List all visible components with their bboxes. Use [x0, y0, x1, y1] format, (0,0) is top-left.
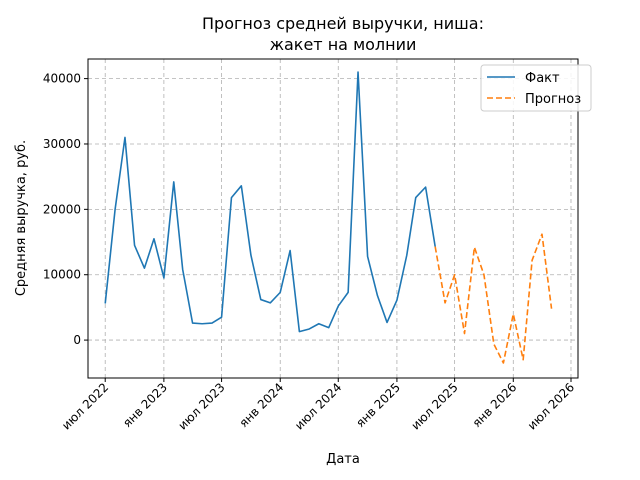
x-axis-label: Дата [326, 452, 360, 467]
chart-title-line1: Прогноз средней выручки, ниша: [202, 14, 484, 33]
x-axis: июл 2022 янв 2023 июл 2023 янв 2024 июл 2024… [59, 378, 577, 433]
x-tick-label: июл 2025 [408, 380, 460, 432]
series-line-fact [104, 71, 436, 333]
x-tick-label: янв 2023 [120, 380, 170, 430]
legend-label-fact: Факт [525, 71, 560, 86]
y-tick-label: 0 [73, 333, 81, 347]
legend: Факт Прогноз [480, 64, 592, 112]
plot-area-frame [87, 58, 579, 379]
y-tick-label: 40000 [43, 72, 81, 86]
y-tick-label: 30000 [43, 137, 81, 151]
chart-title-line2: жакет на молнии [270, 35, 417, 54]
x-tick-label: июл 2026 [525, 380, 577, 432]
x-tick-label: янв 2026 [470, 380, 520, 430]
x-tick-label: янв 2024 [237, 380, 287, 430]
x-tick-label: июл 2024 [292, 380, 344, 432]
y-tick-label: 10000 [43, 268, 81, 282]
y-axis: 0 10000 20000 30000 40000 [43, 72, 88, 347]
x-tick-label: июл 2023 [175, 380, 227, 432]
legend-label-forecast: Прогноз [525, 92, 581, 107]
series-line-forecast [434, 233, 553, 364]
y-axis-label: Средняя выручка, руб. [14, 140, 29, 296]
x-tick-label: июл 2022 [59, 380, 111, 432]
x-tick-label: янв 2025 [353, 380, 403, 430]
y-tick-label: 20000 [43, 202, 81, 216]
series-lines [104, 71, 553, 364]
